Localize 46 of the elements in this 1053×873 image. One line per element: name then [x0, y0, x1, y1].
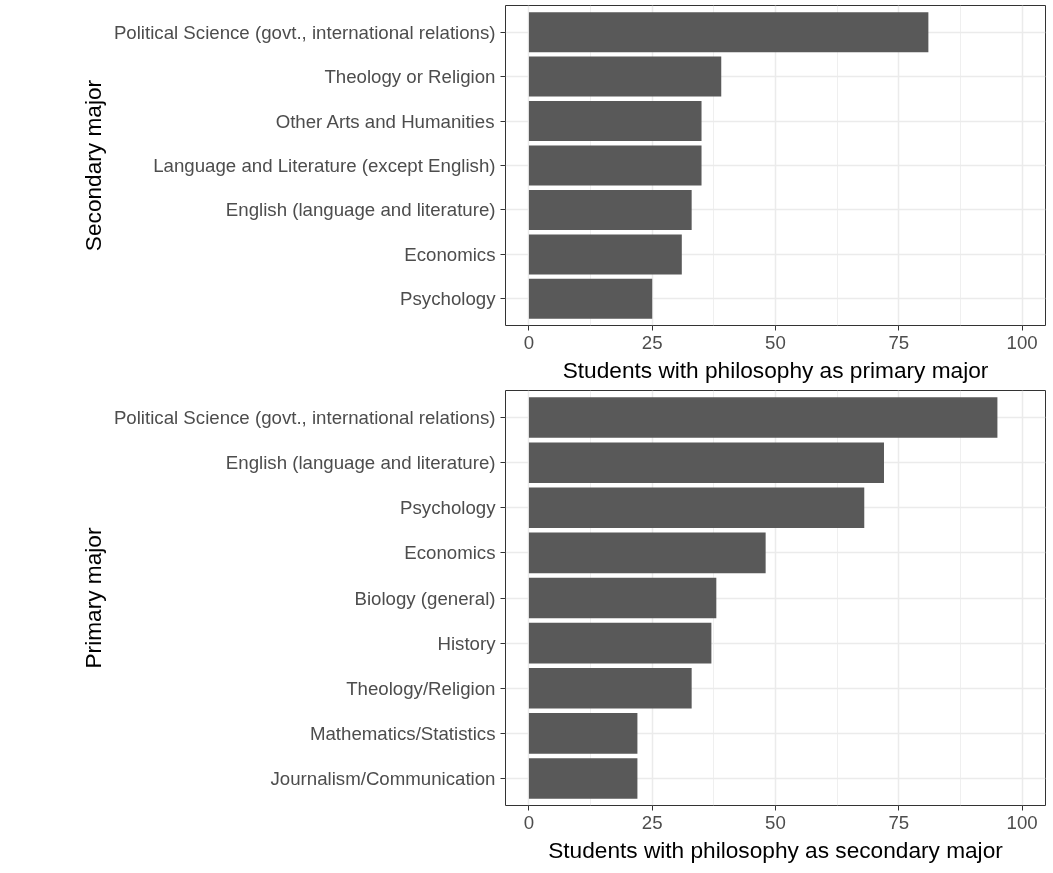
- y-tick-label: Other Arts and Humanities: [275, 110, 495, 132]
- x-tick-label: 75: [888, 331, 910, 353]
- y-tick-label: Psychology: [400, 288, 497, 310]
- y-tick-label: Theology/Religion: [346, 677, 496, 699]
- bar: [528, 12, 929, 53]
- y-tick-label: English (language and literature): [225, 199, 496, 221]
- x-tick-label: 25: [641, 811, 663, 833]
- y-tick-label: Language and Literature (except English): [153, 155, 496, 176]
- x-tick-label: 50: [765, 811, 786, 833]
- y-tick-label: Political Science (govt., international relations): [113, 407, 496, 429]
- bar: [528, 577, 717, 619]
- x-axis-title: Students with philosophy as primary major: [562, 356, 989, 383]
- y-tick-label: Economics: [404, 243, 496, 265]
- y-tick-label: Political Science (govt., international relations): [113, 21, 496, 43]
- bar: [528, 56, 722, 97]
- y-axis-title: Primary major: [79, 527, 106, 669]
- y-tick-label: Economics: [404, 542, 496, 564]
- y-tick-label: History: [437, 632, 497, 654]
- bar: [528, 278, 653, 319]
- bar: [528, 622, 712, 664]
- bar: [528, 234, 682, 275]
- y-tick-label: Biology (general): [354, 587, 496, 609]
- bar: [528, 189, 692, 230]
- bar: [528, 532, 766, 574]
- x-tick-label: 0: [523, 331, 535, 353]
- bar: [528, 397, 998, 438]
- y-tick-label: Psychology: [400, 497, 497, 519]
- bar: [528, 758, 638, 799]
- y-axis-title: Secondary major: [79, 79, 106, 252]
- bar: [528, 667, 692, 709]
- x-tick-label: 100: [1006, 331, 1038, 353]
- y-tick-label: English (language and literature): [225, 452, 496, 474]
- x-tick-label: 100: [1006, 811, 1038, 833]
- x-tick-label: 75: [888, 811, 910, 833]
- bar: [528, 713, 638, 754]
- bar: [528, 101, 702, 142]
- x-tick-label: 25: [641, 331, 663, 353]
- y-tick-label: Theology or Religion: [324, 66, 496, 88]
- y-tick-label: Journalism/Communication: [270, 767, 496, 789]
- x-tick-label: 0: [523, 811, 535, 833]
- x-axis-title: Students with philosophy as secondary major: [548, 836, 1004, 863]
- x-tick-label: 50: [765, 331, 786, 353]
- bar: [528, 145, 702, 186]
- bar: [528, 487, 865, 529]
- y-tick-label: Mathematics/Statistics: [309, 722, 496, 744]
- bar: [528, 442, 884, 483]
